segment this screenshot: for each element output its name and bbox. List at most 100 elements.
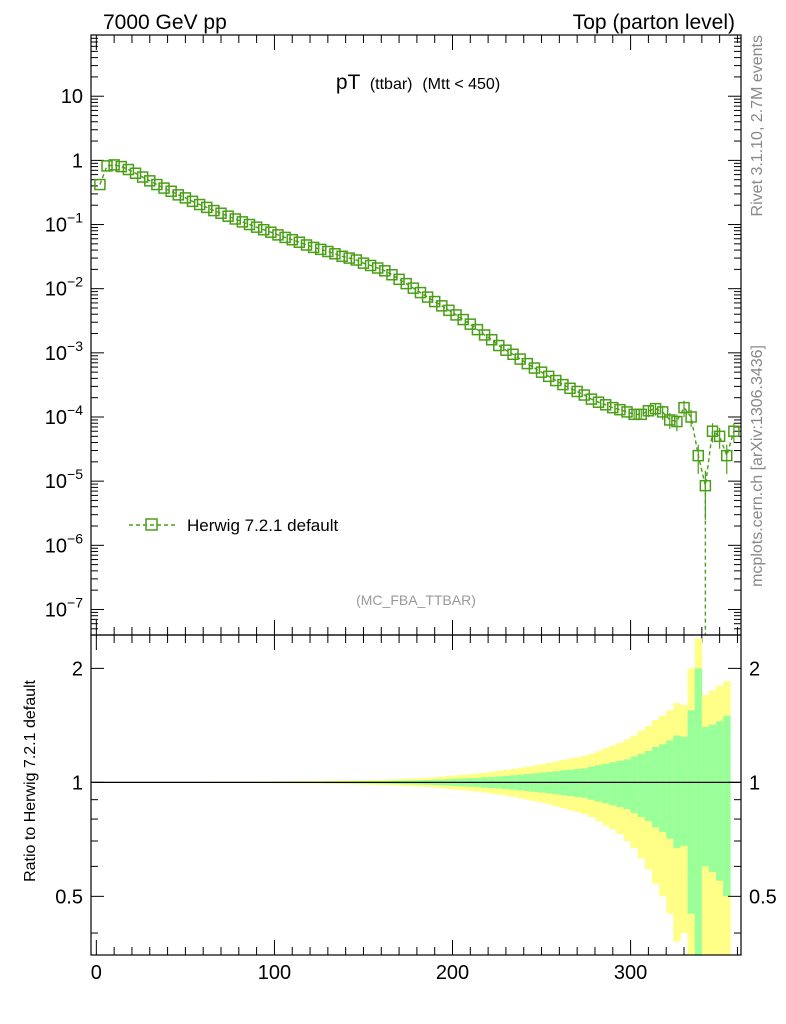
data-point — [151, 178, 163, 191]
title-rest: (Mtt < 450) — [422, 76, 500, 93]
ratio-y-tick-label-right: 2 — [749, 658, 760, 680]
data-point — [336, 250, 348, 263]
y-tick-label: 10−3 — [45, 338, 83, 365]
data-point — [578, 389, 591, 401]
data-point — [678, 401, 690, 414]
y-tick-label: 10−1 — [45, 210, 83, 237]
main-title: pT (ttbar) (Mtt < 450) — [336, 71, 500, 94]
data-point — [129, 167, 142, 180]
data-point — [322, 245, 334, 258]
series-line — [99, 164, 735, 486]
data-point — [122, 163, 135, 176]
data-point — [208, 204, 220, 217]
data-point — [528, 362, 541, 374]
data-point — [172, 189, 185, 201]
data-point — [571, 385, 583, 398]
ratio-y-tick-label: 1 — [72, 772, 83, 794]
data-point — [158, 182, 170, 194]
data-point — [564, 382, 576, 395]
y-tick-label: 1 — [72, 150, 83, 172]
ratio-stat-band — [673, 735, 681, 849]
data-point — [535, 366, 548, 378]
data-point — [115, 160, 128, 173]
data-point — [279, 231, 291, 244]
data-point — [101, 160, 113, 172]
ratio-frame — [90, 634, 742, 956]
data-point — [713, 430, 726, 443]
ratio-stat-band — [630, 756, 639, 814]
data-point — [364, 259, 377, 272]
data-point — [144, 175, 156, 187]
ratio-ylabel: Ratio to Herwig 7.2.1 default — [22, 679, 39, 881]
ratio-y-tick-label: 0.5 — [55, 886, 83, 908]
y-tick-label: 10−2 — [45, 274, 83, 301]
data-point — [350, 254, 363, 266]
ratio-stat-band — [701, 727, 710, 867]
data-point — [300, 239, 313, 251]
data-point — [343, 252, 355, 264]
data-point — [222, 210, 234, 222]
data-point — [635, 408, 648, 421]
ratio-stat-band — [580, 768, 589, 798]
data-point — [165, 185, 177, 198]
mcplots-label: mcplots.cern.ch [arXiv:1306.3436] — [749, 345, 766, 587]
data-point — [329, 248, 341, 260]
ratio-stat-band — [594, 765, 603, 802]
ratio-stat-band — [602, 763, 610, 804]
data-point — [599, 399, 612, 411]
data-point — [94, 178, 106, 191]
header-left: 7000 GeV pp — [103, 11, 227, 34]
data-point — [286, 233, 298, 246]
ratio-stat-band — [637, 753, 646, 818]
title-small: (ttbar) — [370, 76, 413, 93]
data-point — [257, 223, 270, 236]
data-point — [728, 425, 740, 437]
y-tick-label: 10−5 — [45, 466, 83, 493]
data-point — [243, 218, 256, 231]
data-point — [542, 370, 555, 383]
ratio-stat-band — [694, 668, 703, 955]
title-main: pT — [336, 71, 361, 94]
data-point — [193, 198, 206, 211]
x-tick-label: 0 — [91, 962, 102, 984]
data-point — [357, 257, 370, 269]
data-point — [272, 229, 284, 241]
ratio-stat-band — [687, 710, 695, 914]
ratio-stat-band — [587, 766, 596, 800]
main-plot: 10 1 10−1 10−2 10−3 10−4 10−5 10−6 10−7 — [45, 34, 742, 955]
data-point — [108, 159, 120, 171]
data-point — [557, 378, 569, 391]
ratio-stat-band — [716, 721, 724, 881]
data-point — [201, 201, 213, 214]
legend-marker — [145, 518, 158, 531]
data-point — [607, 401, 619, 414]
data-point — [592, 396, 605, 408]
data-point — [656, 406, 669, 418]
legend-label: Herwig 7.2.1 default — [187, 516, 338, 535]
data-point — [585, 393, 598, 405]
ratio-stat-band — [623, 759, 631, 810]
x-tick-label: 200 — [436, 962, 469, 984]
legend: Herwig 7.2.1 default — [129, 516, 338, 535]
y-tick-label: 10−6 — [45, 530, 83, 557]
data-point — [550, 374, 562, 387]
data-point — [215, 207, 227, 219]
data-point — [485, 333, 498, 346]
ratio-stat-band — [609, 762, 617, 806]
analysis-label: (MC_FBA_TTBAR) — [356, 592, 476, 608]
data-point — [500, 344, 512, 356]
ratio-stat-band — [680, 736, 688, 846]
data-point — [721, 449, 733, 462]
ratio-stat-band — [723, 715, 731, 897]
ratio-y-tick-label-right: 0.5 — [749, 886, 777, 908]
y-tick-label: 10−4 — [45, 402, 83, 429]
data-point — [136, 171, 149, 183]
data-point — [692, 449, 705, 462]
ratio-y-tick-label-right: 1 — [749, 772, 760, 794]
ratio-plot: 0 100 200 300 0.5 0.5 1 1 2 2 — [55, 634, 777, 984]
data-point — [186, 195, 199, 208]
data-point — [379, 265, 391, 277]
ratio-stat-band — [651, 746, 660, 828]
data-point — [671, 415, 683, 428]
